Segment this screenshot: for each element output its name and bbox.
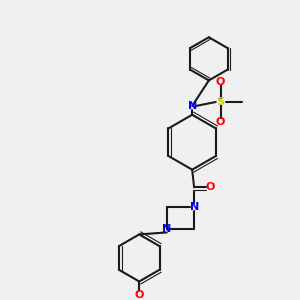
Text: O: O (134, 290, 144, 300)
Text: O: O (205, 182, 214, 192)
Text: N: N (188, 101, 197, 111)
Text: O: O (216, 77, 225, 87)
Text: N: N (162, 224, 171, 233)
Text: O: O (216, 117, 225, 127)
Text: S: S (217, 97, 225, 107)
Text: N: N (190, 202, 199, 212)
